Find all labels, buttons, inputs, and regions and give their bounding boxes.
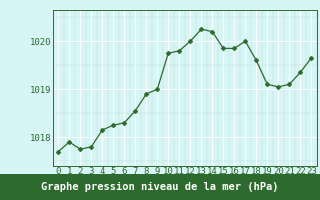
Text: Graphe pression niveau de la mer (hPa): Graphe pression niveau de la mer (hPa) (41, 182, 279, 192)
